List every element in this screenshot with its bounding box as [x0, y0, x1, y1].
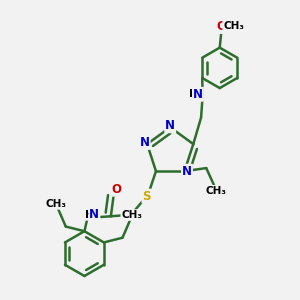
Text: N: N [89, 208, 99, 221]
Text: H: H [85, 210, 94, 220]
Text: N: N [193, 88, 203, 101]
Text: O: O [112, 183, 122, 196]
Text: N: N [182, 165, 192, 178]
Text: H: H [189, 89, 198, 99]
Text: CH₃: CH₃ [121, 210, 142, 220]
Text: CH₃: CH₃ [205, 186, 226, 196]
Text: S: S [142, 190, 151, 202]
Text: O: O [216, 20, 226, 33]
Text: CH₃: CH₃ [223, 22, 244, 32]
Text: CH₃: CH₃ [46, 199, 67, 209]
Text: N: N [140, 136, 150, 149]
Text: N: N [165, 119, 175, 132]
